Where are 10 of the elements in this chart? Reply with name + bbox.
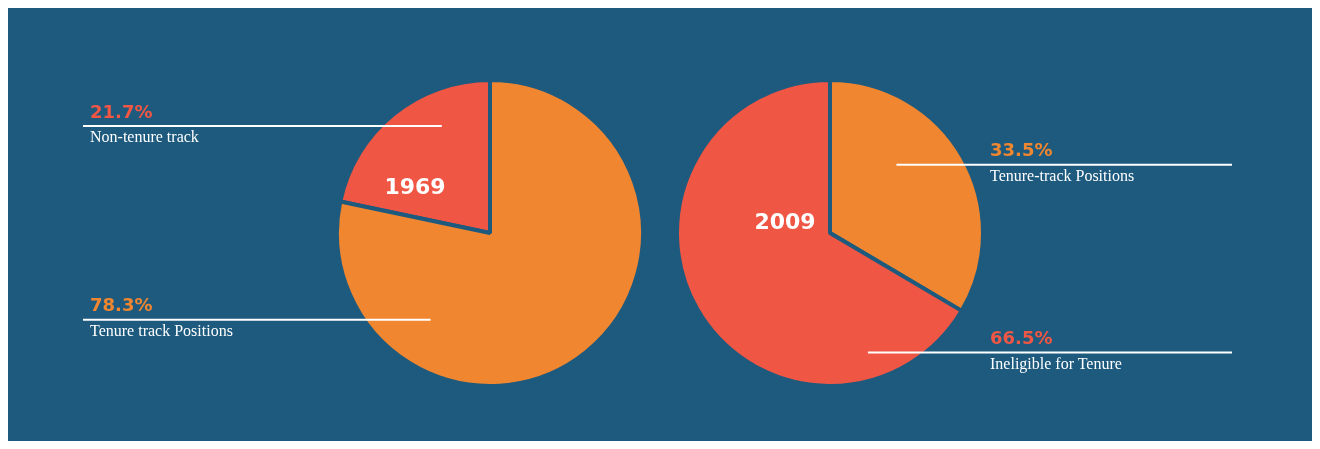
slice-label: Non-tenure track <box>90 128 199 146</box>
data-label: 21.7% <box>90 100 153 122</box>
text: 2009 <box>754 208 816 234</box>
text: 1969 <box>384 173 446 199</box>
slice-label: Tenure-track Positions <box>990 166 1135 184</box>
slice-label: Ineligible for Tenure <box>990 354 1122 373</box>
data-label: 66.5% <box>990 327 1053 349</box>
slice-label: Tenure track Positions <box>90 321 233 339</box>
data-label: 78.3% <box>90 294 153 316</box>
data-label: 33.5% <box>990 139 1053 161</box>
